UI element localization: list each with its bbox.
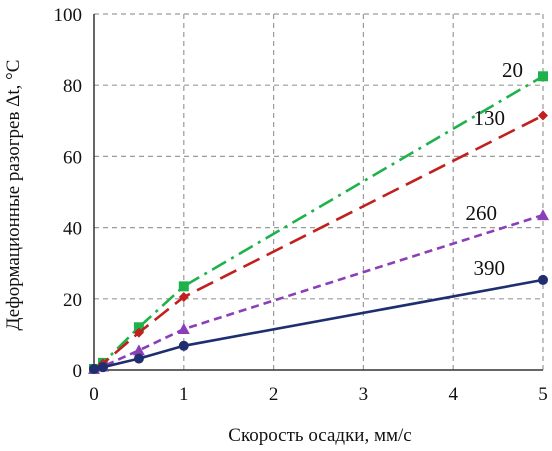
y-tick-label: 0 bbox=[73, 361, 83, 382]
series-labels: 20 130 260 390 bbox=[466, 58, 524, 280]
y-tick-label: 60 bbox=[63, 147, 82, 168]
series-label-260: 260 bbox=[466, 201, 498, 225]
data-point-diamond bbox=[538, 110, 548, 121]
y-axis-label: Деформационные разогрев Δt, °C bbox=[3, 60, 24, 331]
x-tick-label: 5 bbox=[538, 384, 548, 405]
series-label-390: 390 bbox=[474, 256, 506, 280]
x-tick-label: 3 bbox=[359, 384, 369, 405]
x-tick-label: 4 bbox=[448, 384, 458, 405]
y-tick-label: 20 bbox=[63, 290, 82, 311]
data-point-square bbox=[133, 322, 144, 333]
data-point-triangle bbox=[177, 323, 190, 335]
x-tick-label: 1 bbox=[179, 384, 189, 405]
data-point-circle bbox=[89, 363, 99, 374]
data-point-diamond bbox=[133, 327, 144, 338]
data-point-triangle bbox=[537, 209, 549, 221]
series-line-390 bbox=[93, 278, 544, 371]
y-tick-label: 40 bbox=[63, 219, 82, 240]
x-tick-label: 0 bbox=[89, 384, 99, 405]
series-label-20: 20 bbox=[502, 58, 523, 82]
x-axis-label: Скорость осадки, мм/с bbox=[228, 425, 411, 446]
data-point-square bbox=[538, 71, 548, 82]
axes bbox=[93, 14, 543, 371]
tick-labels: 0 20 40 60 80 100 0 1 2 3 4 5 bbox=[54, 5, 548, 405]
y-tick-label: 100 bbox=[54, 5, 83, 26]
grid bbox=[94, 13, 544, 370]
data-point-circle bbox=[538, 274, 548, 285]
series-line-130 bbox=[93, 114, 544, 371]
series-lines bbox=[88, 71, 549, 374]
series-label-130: 130 bbox=[474, 106, 506, 130]
data-point-square bbox=[178, 281, 189, 292]
y-tick-label: 80 bbox=[63, 76, 82, 97]
data-point-diamond bbox=[178, 292, 189, 303]
data-point-triangle bbox=[132, 344, 145, 356]
data-point-circle bbox=[178, 340, 189, 351]
data-point-circle bbox=[133, 353, 144, 364]
x-tick-label: 2 bbox=[269, 384, 279, 405]
data-point-circle bbox=[97, 362, 108, 373]
